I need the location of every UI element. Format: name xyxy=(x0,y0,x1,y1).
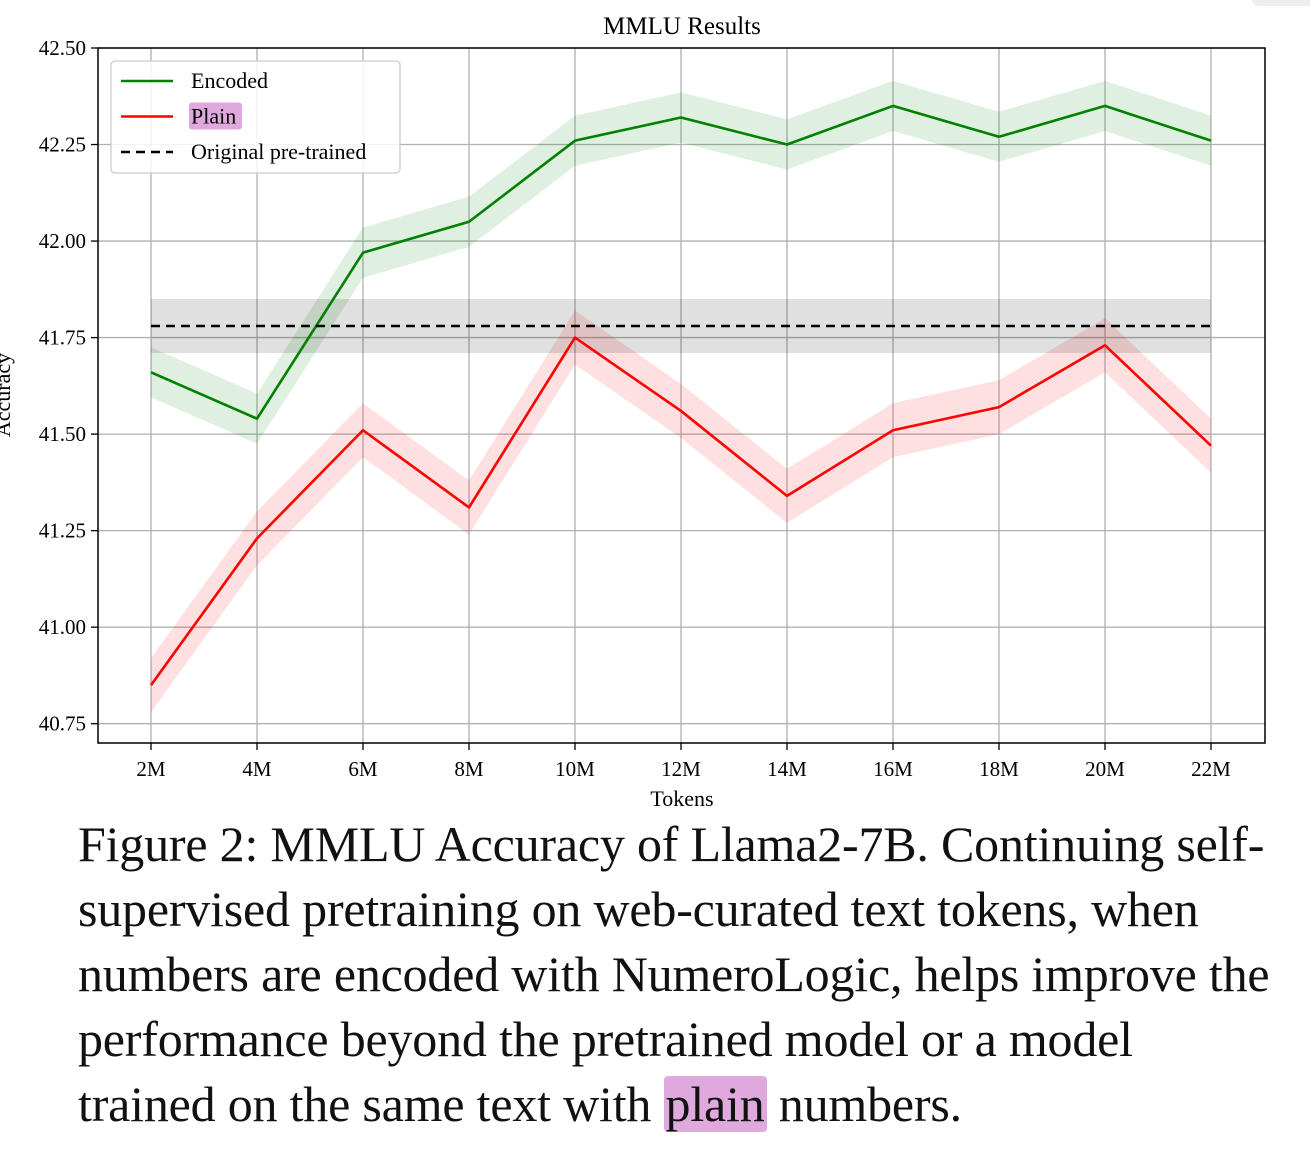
x-tick-label: 14M xyxy=(767,757,807,781)
legend-highlight xyxy=(189,102,242,130)
x-tick-label: 16M xyxy=(873,757,913,781)
legend-label: Plain xyxy=(191,104,236,129)
series-line-plain xyxy=(149,336,1212,686)
legend-label: Encoded xyxy=(191,68,268,93)
x-axis-label: Tokens xyxy=(650,786,713,811)
x-tick-label: 8M xyxy=(454,757,484,781)
x-tick-label: 10M xyxy=(555,757,595,781)
y-tick-label: 42.00 xyxy=(39,229,86,253)
caption-text-end: numbers. xyxy=(766,1076,962,1132)
y-tick-label: 42.25 xyxy=(39,133,86,157)
chart-title: MMLU Results xyxy=(603,13,761,40)
x-tick-label: 2M xyxy=(136,757,166,781)
x-tick-label: 22M xyxy=(1191,757,1231,781)
y-tick-label: 40.75 xyxy=(39,712,86,736)
y-tick-label: 41.50 xyxy=(39,422,86,446)
y-tick-label: 41.25 xyxy=(39,519,86,543)
plot-area: 40.75 41.00 41.25 41.50 41.75 42.00 42.25 42.50… xyxy=(39,36,1266,781)
figure-caption: Figure 2: MMLU Accuracy of Llama2-7B. Co… xyxy=(78,812,1278,1137)
plot-frame xyxy=(97,47,1266,744)
band-plain xyxy=(151,310,1211,713)
x-tick-label: 20M xyxy=(1085,757,1125,781)
y-tick-label: 41.00 xyxy=(39,615,86,639)
x-tick-label: 6M xyxy=(348,757,378,781)
x-tick-label: 12M xyxy=(661,757,701,781)
band-encoded xyxy=(151,80,1211,444)
x-tick-label: 18M xyxy=(979,757,1019,781)
window-corner xyxy=(1252,0,1310,6)
y-tick-label: 42.50 xyxy=(39,36,86,60)
legend-label: Original pre-trained xyxy=(191,139,366,164)
caption-text: Figure 2: MMLU Accuracy of Llama2-7B. Co… xyxy=(78,816,1270,1132)
x-tick-label: 4M xyxy=(242,757,272,781)
series-line-encoded xyxy=(150,104,1212,420)
legend-box xyxy=(110,60,401,174)
mmlu-chart: MMLU Results 40.75 41.00 41.25 41.50 41.75 42… xyxy=(0,13,1266,811)
y-tick-label: 41.75 xyxy=(39,326,86,350)
y-axis-label: Accuracy xyxy=(0,353,15,437)
caption-highlight: plain xyxy=(663,1076,767,1132)
